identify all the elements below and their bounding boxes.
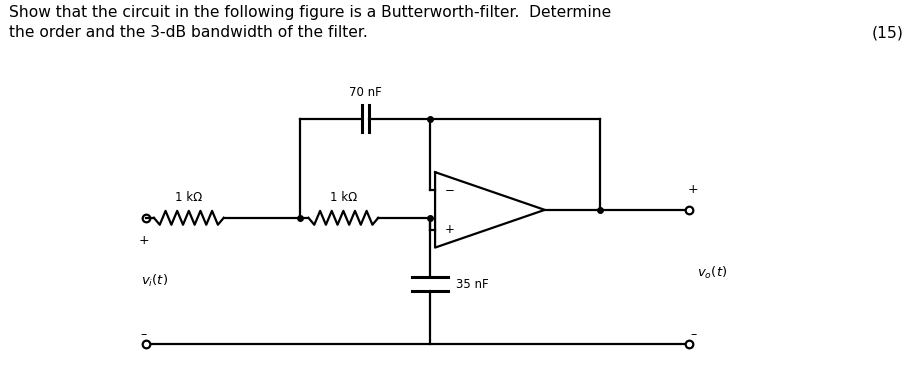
- Text: +: +: [688, 183, 699, 196]
- Text: (15): (15): [872, 25, 904, 40]
- Text: +: +: [138, 234, 149, 247]
- Text: –: –: [690, 328, 696, 341]
- Text: 35 nF: 35 nF: [456, 278, 488, 291]
- Text: Show that the circuit in the following figure is a Butterworth-filter.  Determin: Show that the circuit in the following f…: [9, 5, 612, 20]
- Text: $v_i(t)$: $v_i(t)$: [141, 272, 169, 288]
- Text: –: –: [141, 328, 147, 341]
- Text: 1 kΩ: 1 kΩ: [175, 191, 202, 204]
- Text: 1 kΩ: 1 kΩ: [330, 191, 357, 204]
- Text: $v_o(t)$: $v_o(t)$: [697, 264, 727, 280]
- Text: 70 nF: 70 nF: [349, 86, 382, 99]
- Text: +: +: [445, 223, 455, 236]
- Text: the order and the 3-dB bandwidth of the filter.: the order and the 3-dB bandwidth of the …: [9, 25, 368, 40]
- Text: −: −: [445, 183, 455, 196]
